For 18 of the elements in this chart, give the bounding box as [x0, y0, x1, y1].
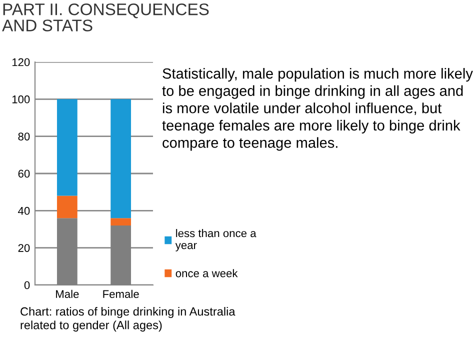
bar — [110, 218, 132, 226]
y-tick-label: 20 — [18, 244, 30, 252]
text: Statistically, male population is much more likely to be engaged in binge drinking in all ages and is more volatile under alcohol influence, but teenage females are more likely to binge drink compare to teenage males. — [162, 68, 473, 151]
y-tick-label: 0 — [24, 281, 30, 290]
bar — [56, 196, 78, 218]
x-tick-label: Female — [103, 290, 139, 298]
legend-label: less than once a year — [175, 229, 256, 252]
y-tick-label: 60 — [18, 170, 30, 178]
y-tick-label: 120 — [12, 58, 30, 66]
y-tick-label: 100 — [12, 95, 30, 104]
x-tick-label: Male — [56, 290, 79, 298]
y-tick-label: 40 — [18, 206, 30, 215]
chart-title: PART II. CONSEQUENCES AND STATS — [2, 3, 209, 32]
bar — [56, 99, 78, 196]
y-tick-label: 80 — [18, 132, 30, 140]
bar — [110, 99, 132, 218]
text: Chart: ratios of binge drinking in Australia related to gender (All ages) — [20, 307, 236, 332]
legend-label: once a week — [176, 269, 238, 278]
